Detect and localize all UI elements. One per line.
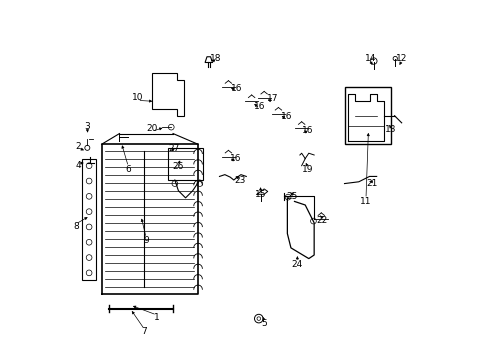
Text: 21: 21	[366, 179, 377, 188]
Text: 8: 8	[73, 222, 79, 231]
Text: 7: 7	[142, 327, 147, 336]
Text: 23: 23	[234, 176, 245, 185]
Text: 16: 16	[254, 102, 265, 111]
Text: 17: 17	[266, 94, 278, 103]
Text: 2: 2	[76, 141, 81, 150]
Text: 16: 16	[230, 84, 242, 93]
Text: 22: 22	[316, 216, 327, 225]
Text: 14: 14	[364, 54, 375, 63]
Text: 10: 10	[131, 93, 143, 102]
Text: 26: 26	[172, 162, 183, 171]
Text: 16: 16	[302, 126, 313, 135]
Text: 13: 13	[385, 126, 396, 135]
Text: 20: 20	[145, 125, 157, 134]
Text: 12: 12	[395, 54, 407, 63]
Text: 19: 19	[302, 166, 313, 175]
Text: 11: 11	[360, 197, 371, 206]
Text: 25: 25	[286, 192, 297, 201]
Text: 1: 1	[154, 313, 160, 322]
Text: 4: 4	[76, 161, 81, 170]
Text: 5: 5	[261, 319, 267, 328]
Text: 16: 16	[280, 112, 292, 121]
Text: 15: 15	[254, 190, 266, 199]
Text: 18: 18	[209, 54, 221, 63]
Text: 3: 3	[84, 122, 90, 131]
Text: 24: 24	[291, 260, 303, 269]
Text: 16: 16	[229, 154, 241, 163]
Text: 6: 6	[125, 165, 131, 174]
Text: 27: 27	[168, 144, 180, 153]
Text: 9: 9	[143, 236, 149, 245]
